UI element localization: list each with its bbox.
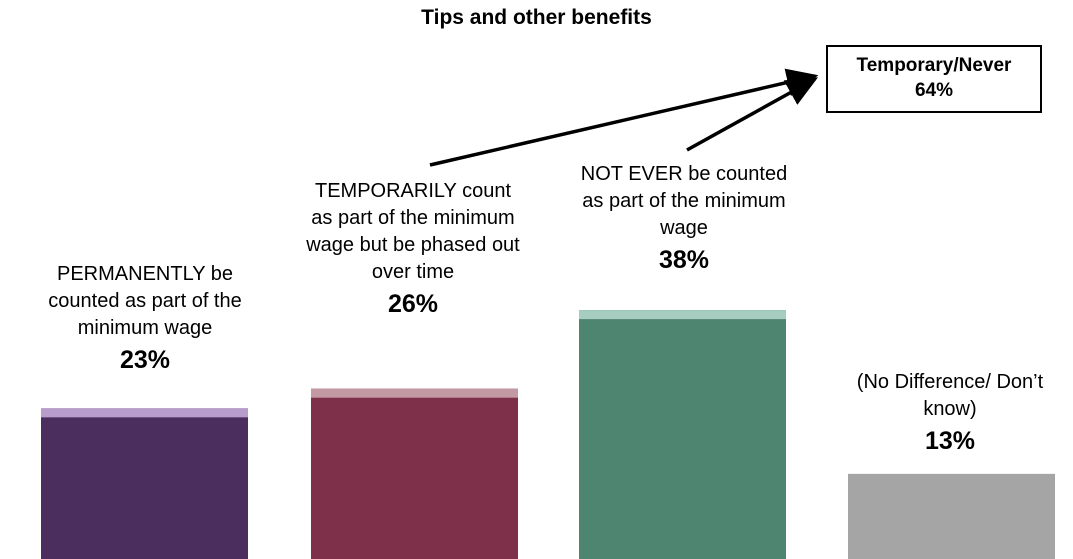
callout-arrow-temporarily — [429, 68, 819, 167]
bar-cap-temporarily — [311, 388, 518, 398]
bar-permanently — [41, 408, 248, 559]
callout-value: 64% — [914, 80, 954, 101]
bar-label-not-ever: NOT EVER be counted as part of the minim… — [575, 161, 793, 276]
callout-arrow-not-ever — [686, 77, 819, 152]
category-label: NOT EVER be counted as part of the minim… — [580, 163, 788, 239]
temporary-never-callout: Temporary/Never 64% — [826, 45, 1042, 113]
bar-not-ever — [579, 310, 786, 559]
bar-cap-not-ever — [579, 310, 786, 320]
bar-no-difference — [848, 473, 1055, 559]
bar-label-permanently: PERMANENTLY be counted as part of the mi… — [30, 261, 260, 376]
bar-label-temporarily: TEMPORARILY count as part of the minimum… — [303, 178, 523, 320]
category-label: (No Difference/ Don’t know) — [856, 371, 1044, 420]
bar-label-no-difference: (No Difference/ Don’t know) 13% — [850, 369, 1050, 457]
value-label: 38% — [658, 246, 710, 274]
bar-temporarily — [311, 388, 518, 559]
value-label: 23% — [119, 346, 171, 374]
value-label: 26% — [387, 290, 439, 318]
category-label: PERMANENTLY be counted as part of the mi… — [48, 263, 242, 339]
value-label: 13% — [924, 427, 976, 455]
chart-title: Tips and other benefits — [421, 6, 652, 29]
category-label: TEMPORARILY count as part of the minimum… — [306, 180, 520, 283]
callout-title: Temporary/Never — [856, 55, 1012, 76]
bar-cap-permanently — [41, 408, 248, 418]
